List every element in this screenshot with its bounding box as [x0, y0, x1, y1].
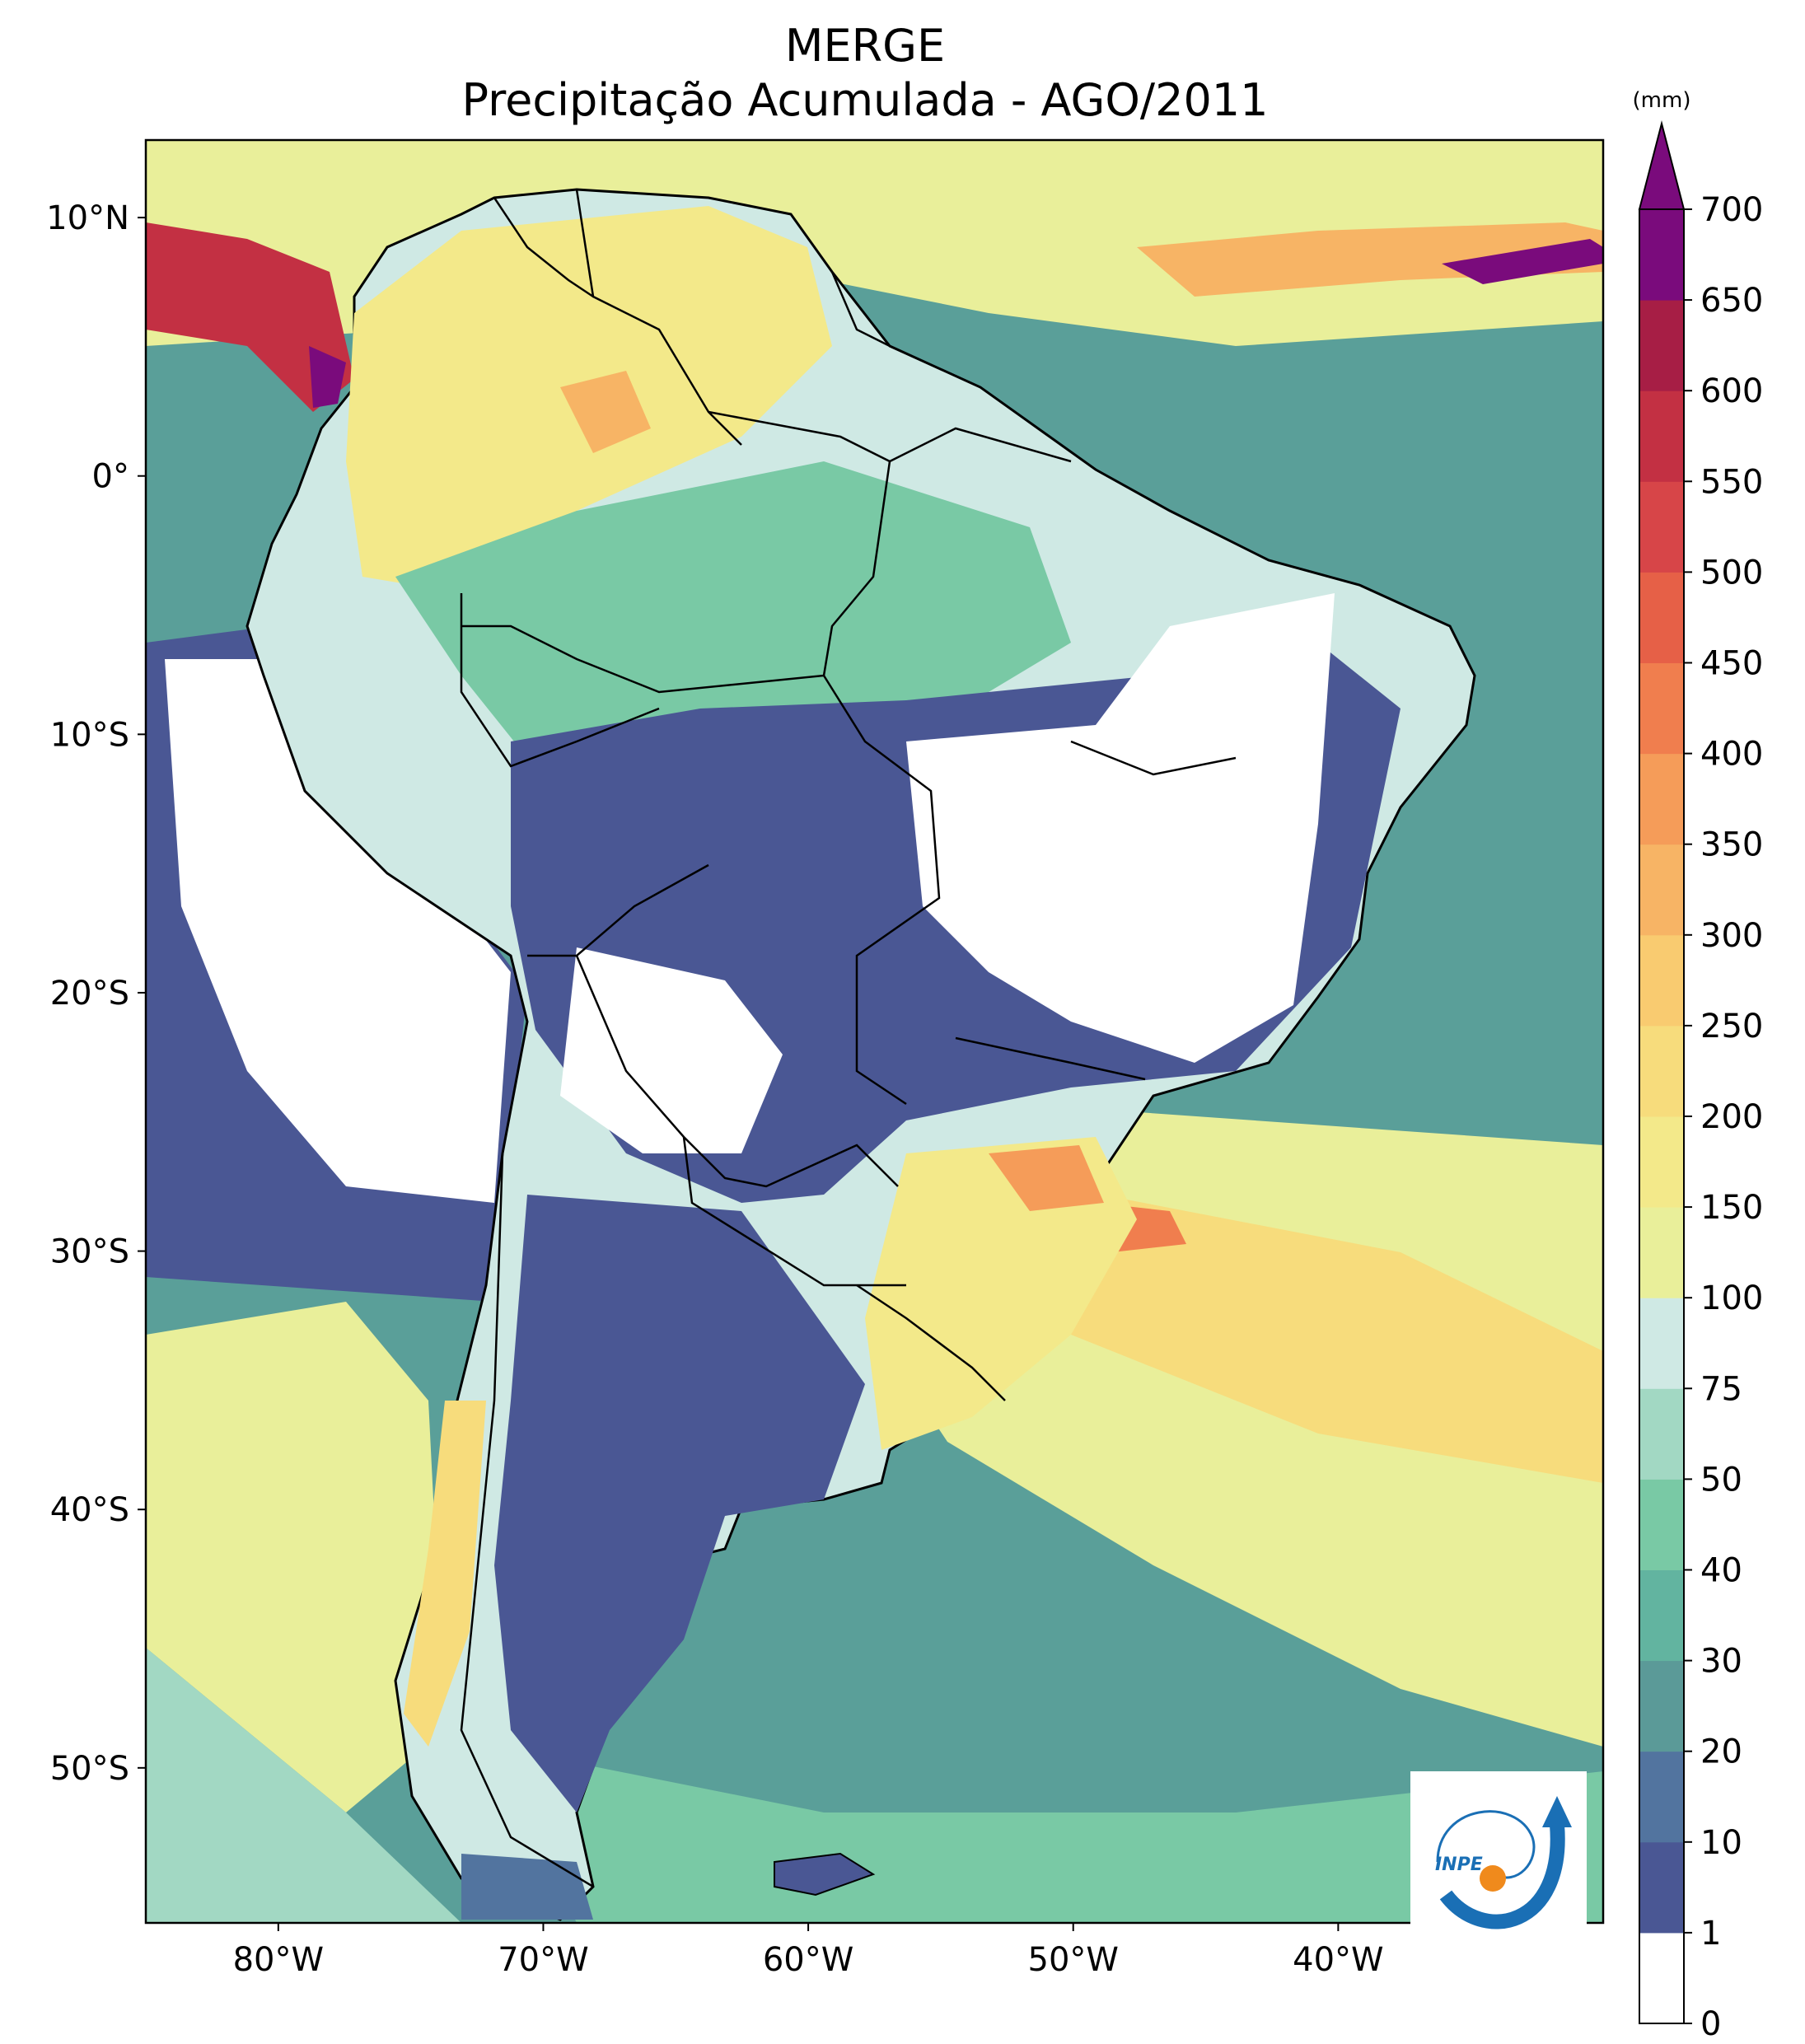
lat-tick-label: 10°N [46, 199, 129, 237]
lon-tick-label: 60°W [763, 1941, 853, 1979]
colorbar-tick-label: 400 [1700, 736, 1763, 774]
colorbar-tick-label: 700 [1700, 191, 1763, 229]
central-brazil-dry [906, 593, 1335, 1063]
lon-tick-label: 50°W [1028, 1941, 1119, 1979]
north-atlantic-band-high [1137, 222, 1603, 297]
colorbar-segment [1639, 209, 1684, 301]
colorbar-segment [1639, 1841, 1684, 1934]
pacific-colombia-band [146, 222, 354, 412]
south-pacific-band [146, 1302, 445, 1812]
colorbar-segment [1639, 481, 1684, 573]
country-borders [460, 189, 1237, 1888]
lat-tick-label: 50°S [50, 1750, 129, 1788]
arrowhead-icon [1542, 1796, 1572, 1827]
colorbar-tick-label: 500 [1700, 554, 1763, 592]
colorbar-segment [1639, 1751, 1684, 1843]
colorbar-segment [1639, 391, 1684, 482]
tierra-del-fuego [461, 1854, 593, 1920]
falklands [774, 1852, 876, 1897]
orbit-arrow-icon [1439, 1824, 1565, 1929]
lon-tick-label: 70°W [498, 1941, 588, 1979]
colorbar-segment [1639, 1660, 1684, 1752]
patagonia-dry [494, 1195, 865, 1812]
lon-tick-label: 80°W [233, 1941, 324, 1979]
colorbar-segment [1639, 1388, 1684, 1480]
map-subtitle: Precipitação Acumulada - AGO/2011 [461, 74, 1269, 126]
colorbar-tick-label: 450 [1700, 645, 1763, 683]
colorbar-tick-label: 600 [1700, 372, 1763, 410]
lat-tick-label: 40°S [50, 1491, 129, 1529]
colorbar-tick-label: 100 [1700, 1279, 1763, 1317]
colorbar-segment [1639, 1025, 1684, 1117]
colorbar-tick-label: 250 [1700, 1008, 1763, 1045]
pacific-dry-core [165, 659, 511, 1203]
colorbar-tick-label: 10 [1700, 1824, 1742, 1862]
lon-tick-label: 40°W [1293, 1941, 1383, 1979]
colorbar-tick-label: 1 [1700, 1915, 1721, 1953]
colorbar-segment [1639, 572, 1684, 663]
colorbar-segment [1639, 753, 1684, 845]
pacific-colombia-max [309, 346, 346, 408]
colorbar-segment [1639, 1116, 1684, 1208]
colorbar-segment [1639, 1932, 1684, 2024]
orbit-line-icon [1436, 1810, 1536, 1879]
colorbar-tick-label: 150 [1700, 1189, 1763, 1227]
chaco-dry [560, 947, 783, 1153]
colorbar-tick-label: 650 [1700, 282, 1763, 320]
southern-brazil-wet [865, 1137, 1137, 1450]
colorbar-tick-label: 550 [1700, 463, 1763, 501]
colorbar-segment [1639, 300, 1684, 391]
chile-wet-strip [404, 1401, 486, 1747]
colorbar-segment [1639, 662, 1684, 755]
southern-ocean-band [494, 1747, 1603, 1923]
colorbar-unit: (mm) [1633, 88, 1691, 113]
southern-brazil-core [989, 1145, 1104, 1211]
colorbar-tick-label: 300 [1700, 917, 1763, 955]
colorbar-segment [1639, 1479, 1684, 1570]
colorbar-tick-label: 75 [1700, 1370, 1742, 1408]
colorbar-segment [1639, 1207, 1684, 1298]
south-pacific-low [146, 1648, 461, 1923]
colorbar-segment [1639, 934, 1684, 1027]
latitude-axis: 10°N 0° 10°S 20°S 30°S 40°S 50°S [46, 199, 146, 1788]
colorbar-tick-label: 20 [1700, 1733, 1742, 1771]
lat-tick-label: 30°S [50, 1233, 129, 1271]
logo-text: INPE [1435, 1855, 1483, 1875]
map-frame [144, 138, 1605, 1925]
map-title: MERGE [784, 20, 946, 72]
colorbar-tick-label: 30 [1700, 1643, 1742, 1681]
lat-tick-label: 10°S [50, 716, 129, 754]
colorbar-tick-label: 350 [1700, 826, 1763, 864]
colorbar-tick-label: 40 [1700, 1552, 1742, 1590]
colorbar-segment [1639, 1569, 1684, 1662]
colorbar-extend-triangle [1638, 120, 1686, 210]
northern-wet-core [560, 371, 651, 453]
lat-tick-label: 20°S [50, 975, 129, 1013]
sun-dot-icon [1480, 1865, 1506, 1892]
longitude-axis: 80°W 70°W 60°W 50°W 40°W [233, 1923, 1384, 1979]
colorbar-tick-label: 200 [1700, 1098, 1763, 1136]
colorbar: 0 1 10 20 30 40 50 75 100 150 200 250 300 350 400 450 50… [1638, 120, 1763, 2043]
inpe-logo: INPE [1410, 1771, 1587, 1944]
colorbar-tick-label: 50 [1700, 1461, 1742, 1499]
colorbar-segment [1639, 1298, 1684, 1389]
colorbar-tick-label: 0 [1700, 2005, 1721, 2043]
north-atlantic-max [1442, 239, 1603, 284]
colorbar-segment [1639, 844, 1684, 936]
lat-tick-label: 0° [92, 458, 129, 496]
